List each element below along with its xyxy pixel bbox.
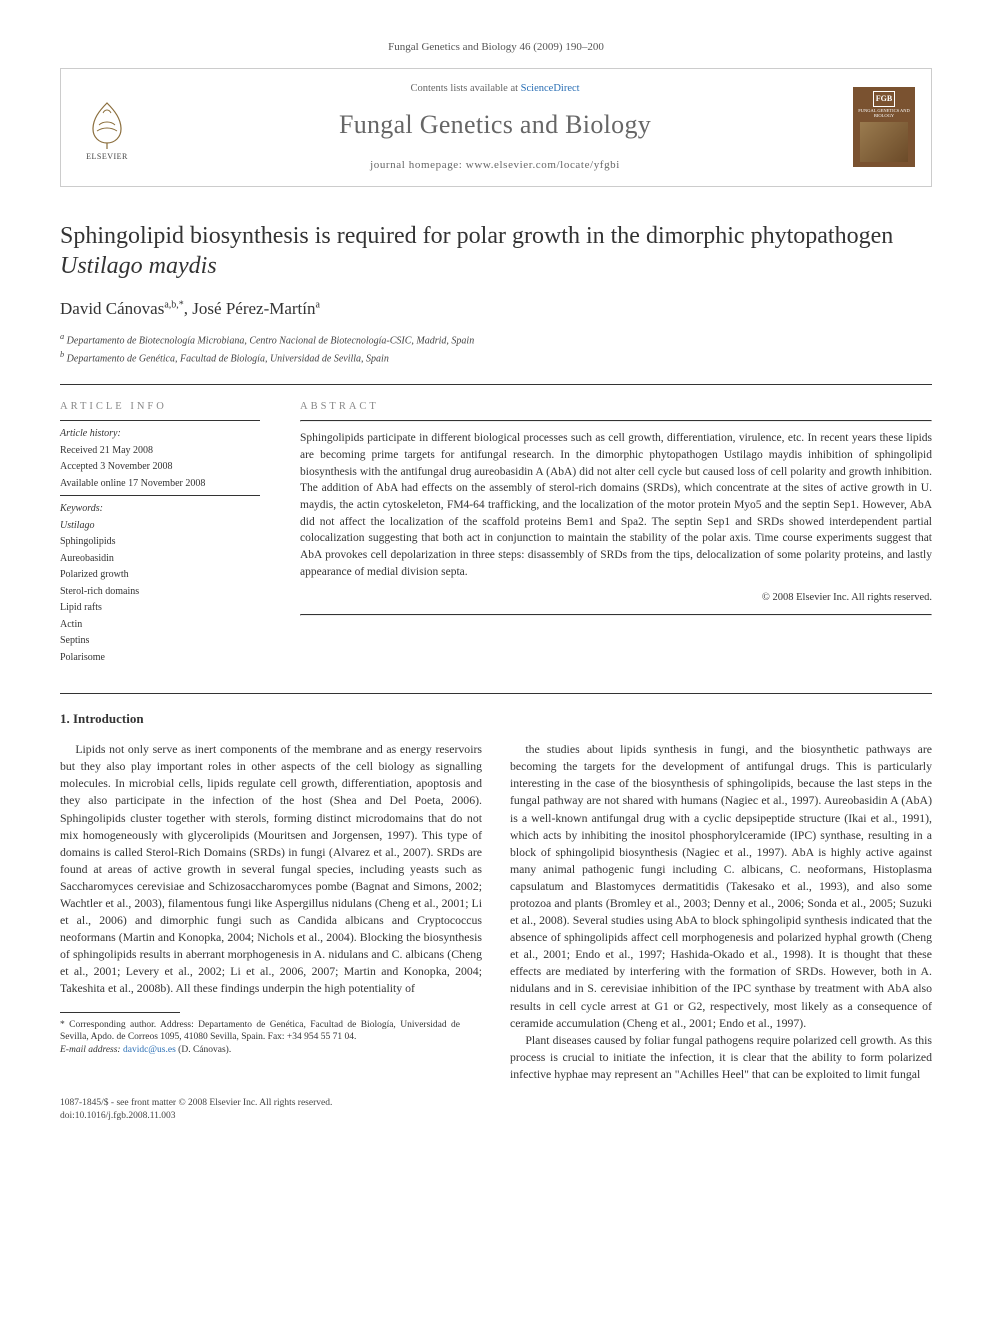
article-info-heading: ARTICLE INFO [60,399,260,414]
article-info-column: ARTICLE INFO Article history: Received 2… [60,399,260,667]
publisher-logo: ELSEVIER [77,92,137,162]
keyword: Polarized growth [60,568,260,583]
email-suffix: (D. Cánovas). [178,1045,231,1055]
author-1: David Cánovas [60,299,164,318]
issn-line: 1087-1845/$ - see front matter © 2008 El… [60,1097,332,1110]
footer-left: 1087-1845/$ - see front matter © 2008 El… [60,1097,332,1123]
cover-subtitle: FUNGAL GENETICS AND BIOLOGY [857,109,911,119]
keyword: Sphingolipids [60,535,260,550]
section-heading-1: 1. Introduction [60,710,932,729]
keyword: Lipid rafts [60,601,260,616]
affil-b: b Departamento de Genética, Facultad de … [60,349,932,366]
footer: 1087-1845/$ - see front matter © 2008 El… [60,1097,932,1123]
footnotes: * Corresponding author. Address: Departa… [60,1019,460,1057]
doi-line: doi:10.1016/j.fgb.2008.11.003 [60,1110,332,1123]
keywords-list: Ustilago Sphingolipids Aureobasidin Pola… [60,519,260,666]
body-columns: Lipids not only serve as inert component… [60,741,932,1083]
affil-a: a Departamento de Biotecnología Microbia… [60,331,932,348]
journal-homepage: journal homepage: www.elsevier.com/locat… [155,158,835,174]
abstract-text: Sphingolipids participate in different b… [300,430,932,580]
citation-line: Fungal Genetics and Biology 46 (2009) 19… [60,40,932,56]
info-divider [60,420,260,421]
body-para-2: the studies about lipids synthesis in fu… [510,741,932,1032]
author-2-affil: a [316,299,320,310]
elsevier-tree-icon [79,99,135,149]
body-para-3: Plant diseases caused by foliar fungal p… [510,1032,932,1083]
cover-badge: FGB [873,91,895,107]
info-abstract-row: ARTICLE INFO Article history: Received 2… [60,399,932,667]
footnote-rule [60,1012,180,1013]
journal-header: ELSEVIER Contents lists available at Sci… [60,68,932,187]
keyword: Ustilago [60,519,260,534]
authors-line: David Cánovasa,b,*, José Pérez-Martína [60,297,932,322]
header-center: Contents lists available at ScienceDirec… [155,81,835,174]
divider-2 [60,693,932,694]
received-date: Received 21 May 2008 [60,444,260,459]
title-text: Sphingolipid biosynthesis is required fo… [60,223,893,249]
journal-cover-thumbnail: FGB FUNGAL GENETICS AND BIOLOGY [853,87,915,167]
affiliations: a Departamento de Biotecnología Microbia… [60,331,932,366]
author-1-affil: a,b,* [164,299,183,310]
email-line: E-mail address: davidc@us.es (D. Cánovas… [60,1044,460,1057]
article-title: Sphingolipid biosynthesis is required fo… [60,221,932,281]
corresponding-author: * Corresponding author. Address: Departa… [60,1019,460,1045]
email-label: E-mail address: [60,1045,121,1055]
cover-image-icon [860,122,908,162]
keywords-label: Keywords: [60,502,260,517]
journal-name: Fungal Genetics and Biology [155,106,835,144]
abstract-copyright: © 2008 Elsevier Inc. All rights reserved… [300,590,932,605]
body-para-1: Lipids not only serve as inert component… [60,741,482,997]
contents-prefix: Contents lists available at [410,83,520,94]
email-link[interactable]: davidc@us.es [123,1045,176,1055]
abstract-divider [300,420,932,422]
abstract-heading: ABSTRACT [300,399,932,414]
keyword: Septins [60,634,260,649]
accepted-date: Accepted 3 November 2008 [60,460,260,475]
abstract-column: ABSTRACT Sphingolipids participate in di… [300,399,932,667]
publisher-name: ELSEVIER [86,151,128,163]
title-species: Ustilago maydis [60,253,217,279]
keyword: Sterol-rich domains [60,585,260,600]
info-divider-2 [60,495,260,496]
keyword: Actin [60,618,260,633]
divider [60,384,932,385]
contents-available: Contents lists available at ScienceDirec… [155,81,835,96]
history-label: Article history: [60,427,260,442]
keyword: Polarisome [60,651,260,666]
abstract-bottom-divider [300,614,932,616]
sciencedirect-link[interactable]: ScienceDirect [521,83,580,94]
author-2: José Pérez-Martín [192,299,315,318]
keyword: Aureobasidin [60,552,260,567]
online-date: Available online 17 November 2008 [60,477,260,492]
